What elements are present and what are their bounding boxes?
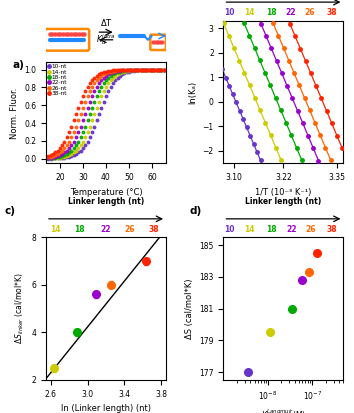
Text: c): c): [4, 206, 15, 216]
Text: 18: 18: [74, 225, 85, 234]
X-axis label: 1/T (10⁻³ K⁻¹): 1/T (10⁻³ K⁻¹): [255, 188, 312, 197]
X-axis label: ln (Linker length) (nt): ln (Linker length) (nt): [61, 404, 151, 413]
Text: 22: 22: [287, 225, 297, 234]
Text: 26: 26: [125, 225, 135, 234]
X-axis label: $K_d^{Langmuir}$(M): $K_d^{Langmuir}$(M): [261, 408, 306, 413]
X-axis label: Temperature (°C): Temperature (°C): [70, 188, 142, 197]
Text: 18: 18: [266, 8, 277, 17]
Text: 10: 10: [224, 8, 235, 17]
Text: 38: 38: [326, 8, 337, 17]
Text: d): d): [190, 206, 202, 216]
Text: 38: 38: [149, 225, 159, 234]
Text: a): a): [12, 60, 24, 70]
Text: 22: 22: [285, 8, 296, 17]
Text: 26: 26: [306, 225, 316, 234]
Text: 38: 38: [326, 225, 337, 234]
Y-axis label: ΔS (cal/mol*K): ΔS (cal/mol*K): [185, 278, 194, 339]
Text: Linker length (nt): Linker length (nt): [245, 197, 321, 206]
Text: 14: 14: [245, 8, 255, 17]
Y-axis label: $\Delta S_{linker}$ (cal/mol*K): $\Delta S_{linker}$ (cal/mol*K): [13, 273, 26, 344]
Text: $\Delta$T: $\Delta$T: [99, 17, 112, 28]
Text: 18: 18: [266, 225, 277, 234]
Y-axis label: Norm. Fluor.: Norm. Fluor.: [10, 87, 19, 138]
Legend: 10-nt, 14-nt, 18-nt, 22-nt, 26-nt, 38-nt: 10-nt, 14-nt, 18-nt, 22-nt, 26-nt, 38-nt: [47, 64, 68, 97]
Text: 14: 14: [245, 225, 255, 234]
Text: 10: 10: [224, 225, 235, 234]
Text: $K_d^{intra}$: $K_d^{intra}$: [96, 33, 116, 47]
Text: 14: 14: [50, 225, 61, 234]
Text: 26: 26: [304, 8, 315, 17]
Y-axis label: ln(Kₐ): ln(Kₐ): [188, 81, 197, 104]
Text: Linker length (nt): Linker length (nt): [68, 197, 144, 206]
Text: 22: 22: [101, 225, 111, 234]
